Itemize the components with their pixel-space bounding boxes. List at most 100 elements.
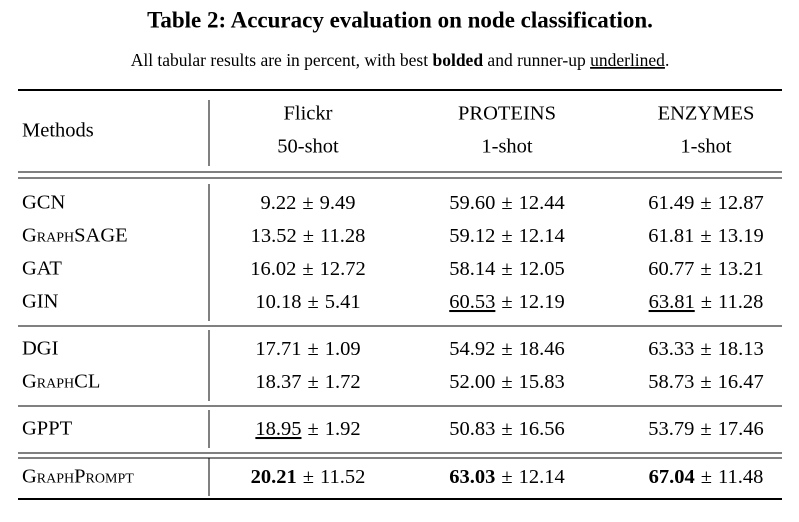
std: 12.14 xyxy=(519,225,565,247)
mean: 63.03 xyxy=(449,466,495,488)
std: 12.44 xyxy=(519,192,565,214)
cell: 63.81 ±11.28 xyxy=(649,291,764,313)
header-dataset: PROTEINS xyxy=(458,103,556,125)
mean: 63.33 xyxy=(648,338,694,360)
cell: 54.92 ±18.46 xyxy=(449,338,565,360)
header-methods: Methods xyxy=(22,120,94,142)
separator: ± xyxy=(501,291,512,313)
std: 5.41 xyxy=(325,291,361,313)
mean: 58.73 xyxy=(648,371,694,393)
method: GIN xyxy=(22,291,59,313)
std: 1.92 xyxy=(325,418,361,440)
separator: ± xyxy=(501,225,512,247)
cell: 16.02 ±12.72 xyxy=(250,258,366,280)
cell: 60.53 ±12.19 xyxy=(449,291,565,313)
mean: 20.21 xyxy=(251,466,297,488)
separator: ± xyxy=(700,338,711,360)
std: 18.13 xyxy=(718,338,764,360)
cell: 17.71 ±1.09 xyxy=(255,338,360,360)
mean: 54.92 xyxy=(449,338,495,360)
separator: ± xyxy=(303,466,314,488)
method: GCN xyxy=(22,192,65,214)
cell: 18.37 ±1.72 xyxy=(255,371,360,393)
separator: ± xyxy=(701,291,712,313)
std: 18.46 xyxy=(519,338,565,360)
cell: 58.14 ±12.05 xyxy=(449,258,565,280)
std: 11.28 xyxy=(718,291,763,313)
separator: ± xyxy=(307,371,318,393)
header-shot: 50-shot xyxy=(277,136,339,158)
separator: ± xyxy=(501,192,512,214)
cell: 50.83 ±16.56 xyxy=(449,418,565,440)
separator: ± xyxy=(700,418,711,440)
cell: 59.60 ±12.44 xyxy=(449,192,565,214)
mean: 67.04 xyxy=(649,466,695,488)
caption-part: All tabular results are in percent, with… xyxy=(131,50,433,70)
separator: ± xyxy=(700,192,711,214)
mean: 17.71 xyxy=(255,338,301,360)
mean: 52.00 xyxy=(449,371,495,393)
mean: 63.81 xyxy=(649,291,695,313)
cell: 61.81 ±13.19 xyxy=(648,225,764,247)
cell: 63.33 ±18.13 xyxy=(648,338,764,360)
std: 12.05 xyxy=(519,258,565,280)
caption-part: . xyxy=(665,50,669,70)
std: 12.19 xyxy=(519,291,565,313)
mean: 58.14 xyxy=(449,258,495,280)
header-shot: 1-shot xyxy=(481,136,533,158)
separator: ± xyxy=(501,418,512,440)
mean: 60.77 xyxy=(648,258,694,280)
mean: 13.52 xyxy=(251,225,297,247)
std: 13.19 xyxy=(718,225,764,247)
std: 12.14 xyxy=(519,466,565,488)
separator: ± xyxy=(700,225,711,247)
cell: 9.22 ±9.49 xyxy=(260,192,355,214)
header-dataset: ENZYMES xyxy=(658,103,755,125)
std: 17.46 xyxy=(718,418,764,440)
separator: ± xyxy=(501,466,512,488)
cell: 61.49 ±12.87 xyxy=(648,192,764,214)
std: 9.49 xyxy=(320,192,356,214)
mean: 50.83 xyxy=(449,418,495,440)
cell: 60.77 ±13.21 xyxy=(648,258,764,280)
method: DGI xyxy=(22,338,59,360)
mean: 60.53 xyxy=(449,291,495,313)
cell: 18.95 ±1.92 xyxy=(255,418,360,440)
cell: 13.52 ±11.28 xyxy=(251,225,366,247)
cell: 67.04 ±11.48 xyxy=(649,466,764,488)
separator: ± xyxy=(701,466,712,488)
cell: 59.12 ±12.14 xyxy=(449,225,565,247)
mean: 59.60 xyxy=(449,192,495,214)
separator: ± xyxy=(302,258,313,280)
separator: ± xyxy=(307,338,318,360)
header-shot: 1-shot xyxy=(680,136,732,158)
method: GraphPrompt xyxy=(22,466,134,488)
std: 12.87 xyxy=(718,192,764,214)
method: GraphCL xyxy=(22,371,100,393)
mean: 18.37 xyxy=(255,371,301,393)
mean: 59.12 xyxy=(449,225,495,247)
std: 16.56 xyxy=(519,418,565,440)
mean: 16.02 xyxy=(250,258,296,280)
method: GAT xyxy=(22,258,62,280)
caption-part: bolded xyxy=(432,50,483,70)
separator: ± xyxy=(307,291,318,313)
caption-part: underlined xyxy=(590,50,665,70)
cell: 20.21 ±11.52 xyxy=(251,466,366,488)
header-dataset: Flickr xyxy=(284,103,333,125)
mean: 18.95 xyxy=(255,418,301,440)
method: GPPT xyxy=(22,418,73,440)
separator: ± xyxy=(303,225,314,247)
separator: ± xyxy=(501,258,512,280)
std: 11.28 xyxy=(320,225,365,247)
std: 15.83 xyxy=(519,371,565,393)
std: 16.47 xyxy=(718,371,764,393)
std: 13.21 xyxy=(718,258,764,280)
std: 1.09 xyxy=(325,338,361,360)
cell: 10.18 ±5.41 xyxy=(255,291,360,313)
cell: 63.03 ±12.14 xyxy=(449,466,565,488)
mean: 10.18 xyxy=(255,291,301,313)
caption: All tabular results are in percent, with… xyxy=(131,50,670,70)
std: 11.52 xyxy=(320,466,365,488)
